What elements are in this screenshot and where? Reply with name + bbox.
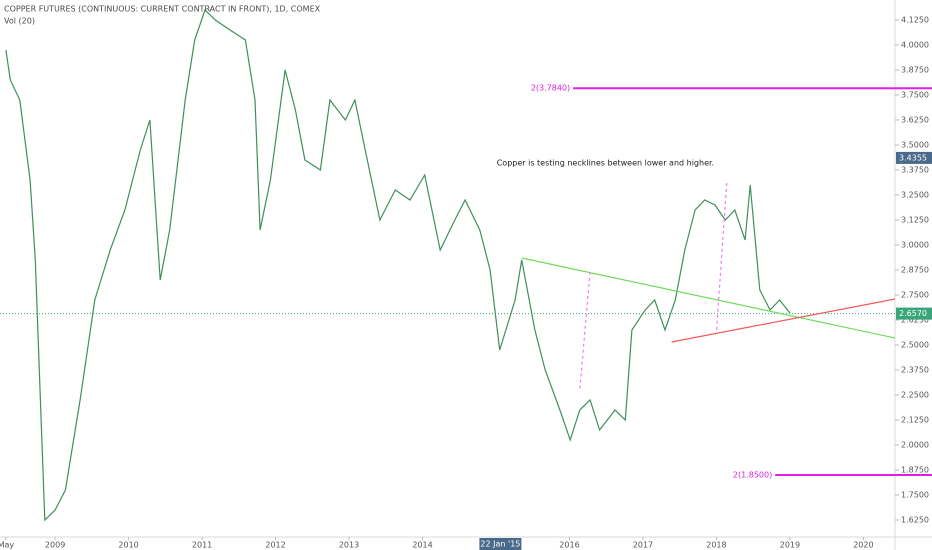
level-label: 2(1.8500) (733, 471, 772, 480)
y-tick-label: 3.7500 (901, 91, 929, 100)
price-badge-label: 3.4355 (899, 153, 927, 162)
price-badge (896, 307, 932, 320)
indicator-label: Vol (20) (4, 17, 35, 26)
y-tick-label: 3.2500 (901, 191, 929, 200)
y-tick-label: 4.0000 (901, 41, 929, 50)
y-tick-label: 1.6250 (901, 516, 929, 525)
y-tick-label: 3.5000 (901, 141, 929, 150)
x-tick-label: 2014 (412, 541, 432, 550)
x-tick-label: 2019 (780, 541, 800, 550)
trend-line (521, 257, 895, 339)
y-tick-label: 3.8750 (901, 66, 929, 75)
y-tick-label: 3.1250 (901, 216, 929, 225)
price-badge-label: 2.6570 (899, 309, 927, 318)
x-tick-label: 2016 (559, 541, 579, 550)
trend-line (671, 298, 895, 343)
y-tick-label: 2.2500 (901, 391, 929, 400)
x-tick-label: 2012 (265, 541, 285, 550)
chart-title: COPPER FUTURES (CONTINUOUS: CURRENT CONT… (4, 5, 321, 14)
x-tick-label: 2009 (45, 541, 65, 550)
y-tick-label: 4.1250 (901, 16, 929, 25)
x-tick-label: 2017 (633, 541, 653, 550)
y-tick-label: 2.5000 (901, 341, 929, 350)
y-tick-label: 1.7500 (901, 491, 929, 500)
y-tick-label: 1.8750 (901, 466, 929, 475)
x-tick-label: 2010 (118, 541, 138, 550)
x-tick-label: 2011 (192, 541, 212, 550)
level-label: 2(3.7840) (531, 84, 570, 93)
trend-line (715, 182, 728, 333)
x-tick-label: 2020 (853, 541, 873, 550)
date-badge (479, 538, 522, 550)
y-tick-label: 3.3750 (901, 166, 929, 175)
y-tick-label: 2.7500 (901, 291, 929, 300)
y-tick-label: 2.0000 (901, 441, 929, 450)
annotation: Copper is testing necklines between lowe… (497, 159, 714, 168)
x-tick-label: 2018 (706, 541, 726, 550)
trend-line (579, 271, 591, 391)
y-tick-label: 3.6250 (901, 116, 929, 125)
y-tick-label: 2.8750 (901, 266, 929, 275)
price-badge (896, 151, 932, 164)
plot-area (0, 8, 895, 522)
x-tick-label: 2013 (339, 541, 359, 550)
y-tick-label: 2.3750 (901, 366, 929, 375)
y-tick-label: 2.1250 (901, 416, 929, 425)
date-badge-label: 22 Jan '15 (480, 540, 520, 549)
y-tick-label: 2.6250 (901, 316, 929, 325)
y-tick-label: 3.0000 (901, 241, 929, 250)
x-tick-label: May (0, 541, 14, 550)
